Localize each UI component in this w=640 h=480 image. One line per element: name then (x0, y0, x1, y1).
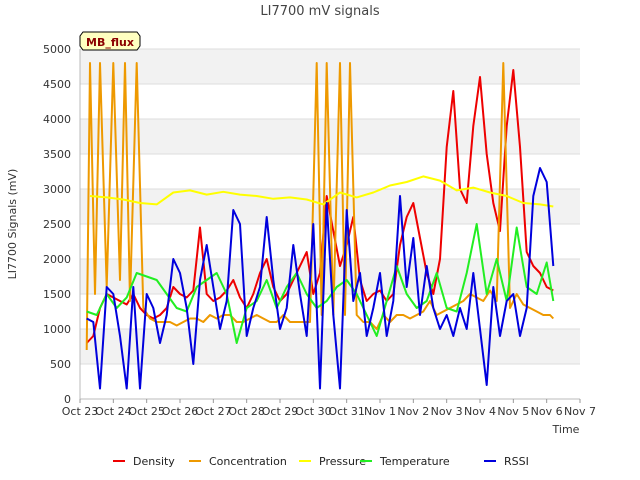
x-tick-label: Nov 5 (497, 405, 529, 418)
badge-label: MB_flux (86, 36, 134, 49)
y-tick-labels: 0 500 1000 1500 2000 2500 3000 3500 4000 4500 5000 (43, 43, 71, 406)
y-axis-title: LI7700 Signals (mV) (6, 169, 19, 280)
grid-band (80, 329, 580, 364)
grid-band (80, 49, 580, 84)
x-tick-label: Nov 4 (464, 405, 496, 418)
legend-item-concentration: Concentration (189, 455, 287, 468)
legend: Density Concentration Pressure Temperature R… (113, 455, 529, 468)
x-tick-label: Oct 31 (328, 405, 365, 418)
badge-box (79, 31, 141, 51)
series-pressure-line (89, 175, 554, 208)
y-tick-label: 2000 (43, 253, 71, 266)
y-tick-label: 1000 (43, 323, 71, 336)
y-tick-label: 0 (64, 393, 71, 406)
y-tick-label: 3000 (43, 183, 71, 196)
legend-label: RSSI (504, 455, 529, 468)
y-tick-label: 5000 (43, 43, 71, 56)
legend-label: Pressure (319, 455, 366, 468)
y-tick-label: 4500 (43, 78, 71, 91)
y-tick-label: 2500 (43, 218, 71, 231)
series-temperature-line (86, 223, 555, 344)
legend-item-density: Density (113, 455, 175, 468)
y-tick-label: 500 (50, 358, 71, 371)
x-tick-label: Oct 28 (228, 405, 265, 418)
legend-label: Concentration (209, 455, 287, 468)
x-tick-label: Nov 7 (564, 405, 596, 418)
x-tick-label: Oct 24 (95, 405, 132, 418)
legend-label: Density (133, 455, 175, 468)
legend-item-temperature: Temperature (360, 455, 450, 468)
y-tick-label: 4000 (43, 113, 71, 126)
x-tick-label: Oct 30 (295, 405, 332, 418)
x-tick-label: Oct 26 (162, 405, 199, 418)
y-tick-label: 1500 (43, 288, 71, 301)
x-tick-label: Oct 29 (262, 405, 299, 418)
chart-title: LI7700 mV signals (260, 4, 379, 19)
x-axis-title: Time (552, 423, 580, 436)
series-rssi-line (86, 167, 555, 390)
x-tick-label: Nov 2 (397, 405, 429, 418)
x-tick-label: Oct 27 (195, 405, 232, 418)
series-layer (85, 62, 555, 390)
x-tick-label: Nov 6 (531, 405, 563, 418)
axes (79, 49, 581, 403)
x-tick-label: Oct 23 (62, 405, 99, 418)
x-tick-label: Nov 1 (364, 405, 396, 418)
grid-band (80, 119, 580, 154)
x-tick-label: Oct 25 (128, 405, 165, 418)
x-tick-label: Nov 3 (431, 405, 463, 418)
legend-item-pressure: Pressure (299, 455, 366, 468)
badge: MB_flux (79, 31, 141, 51)
legend-item-rssi: RSSI (484, 455, 529, 468)
y-tick-label: 3500 (43, 148, 71, 161)
legend-label: Temperature (379, 455, 450, 468)
